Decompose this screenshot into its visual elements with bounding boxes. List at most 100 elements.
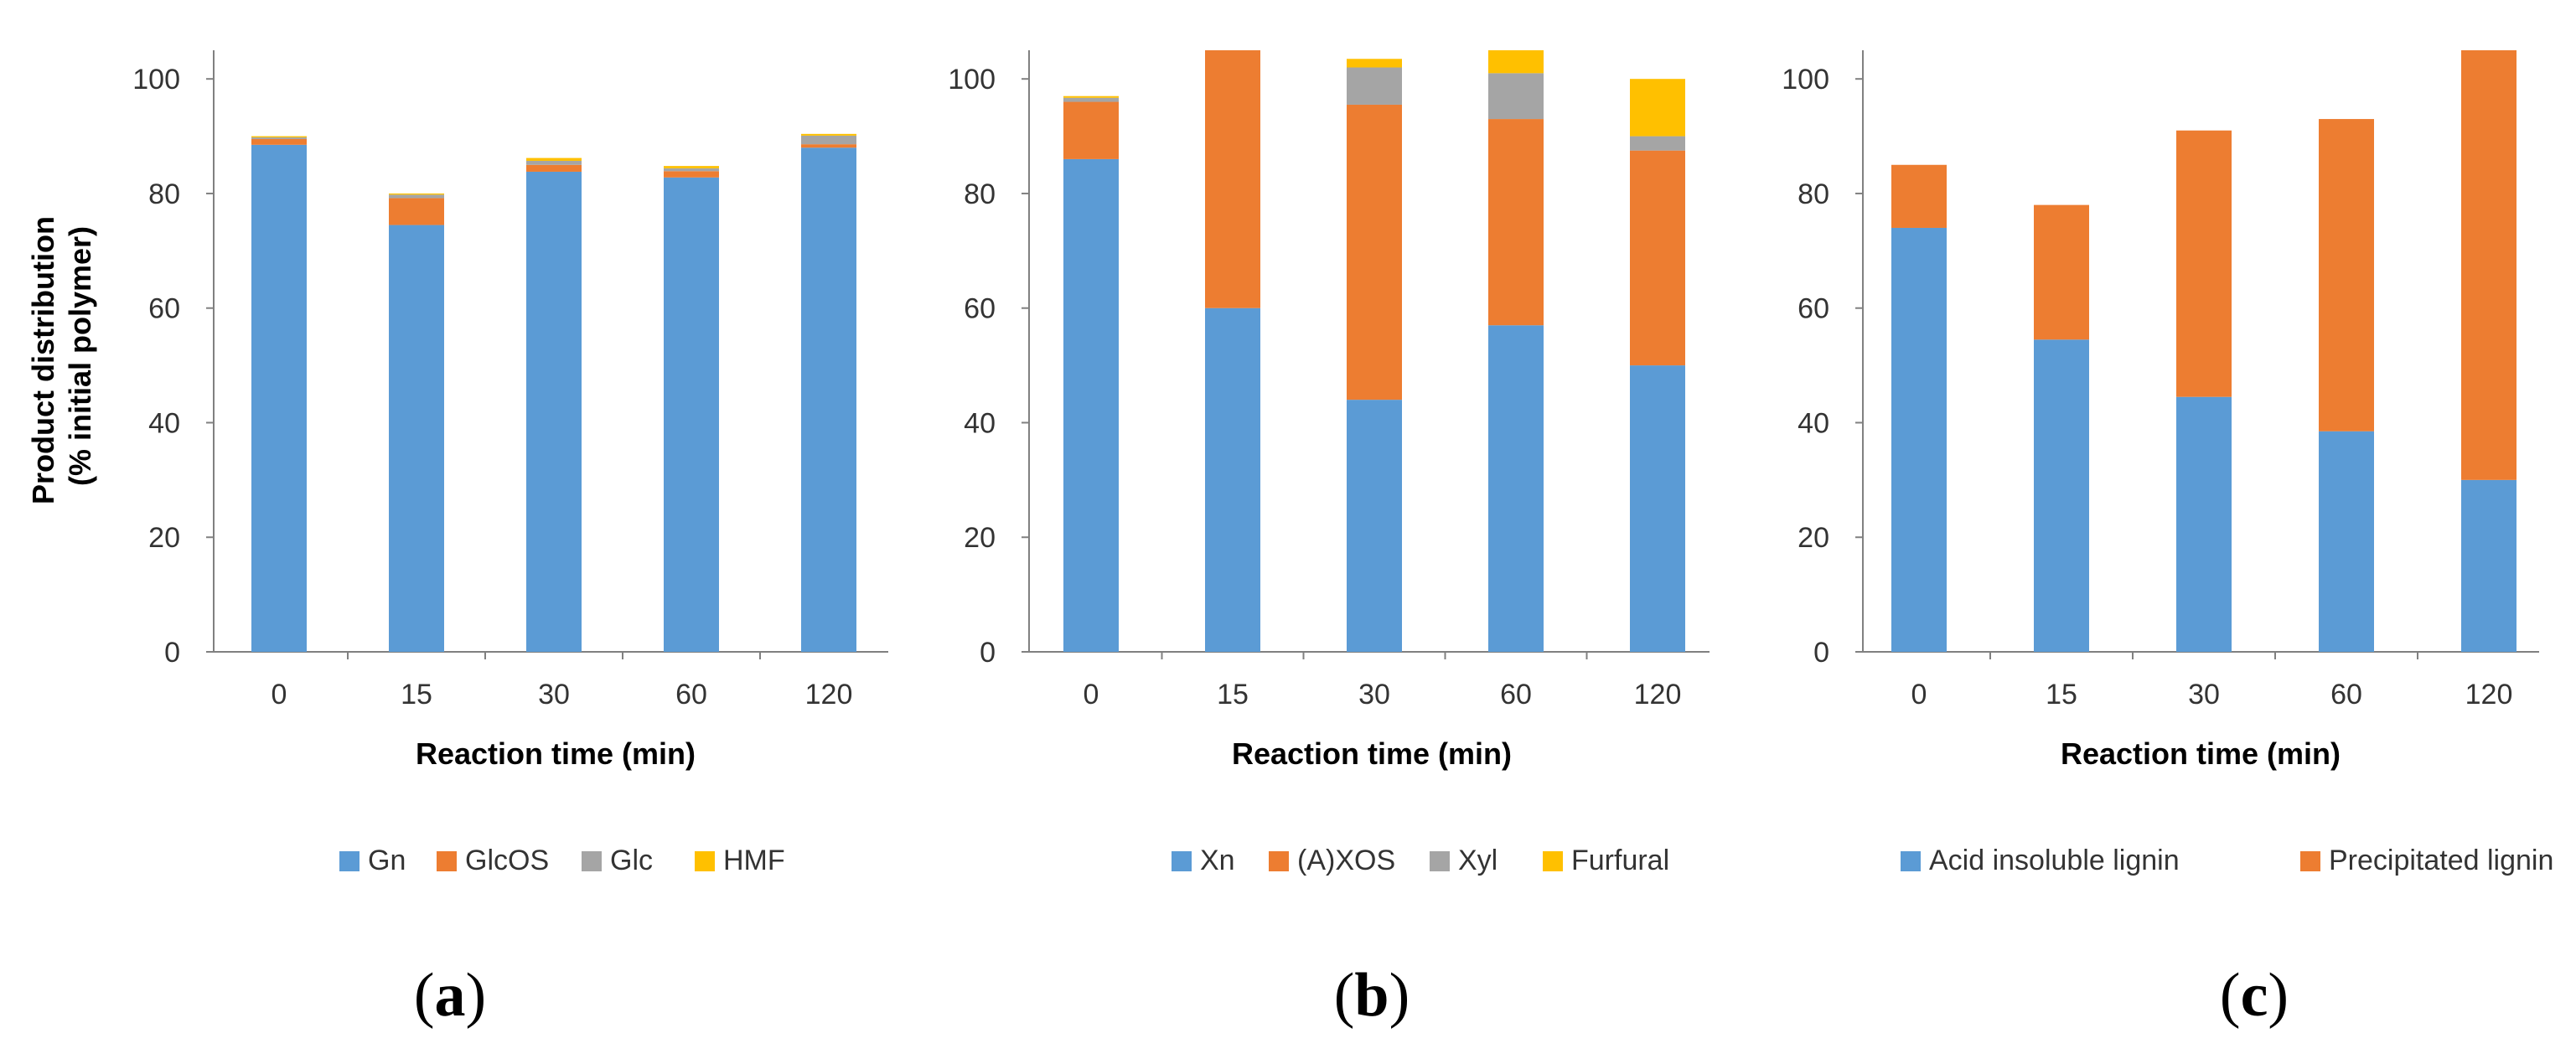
panel-c-xtick-label-120: 120	[2465, 679, 2513, 710]
panel-a-xtick-label-15: 15	[401, 679, 432, 710]
panel-b-bar-xyl-30	[1347, 67, 1402, 105]
panel-c-xtick-label-15: 15	[2046, 679, 2077, 710]
panel-a-bar-gn-30	[526, 171, 582, 652]
panel-b-bar-xn-0	[1063, 158, 1119, 652]
panel-b-bar-xyl-60	[1488, 73, 1544, 120]
panel-c-xtick-label-30: 30	[2188, 679, 2220, 710]
panel-a-bar-glcos-120	[801, 144, 856, 148]
panel-a-xtick-label-60: 60	[675, 679, 707, 710]
panel-b: 0 20 40 60 80 100 0 15 30 60 120 Reaction time (m…	[948, 50, 1710, 1030]
panel-c-ytick-label-100: 100	[1782, 64, 1829, 96]
panel-b-label-open-paren: (	[1334, 961, 1355, 1030]
panel-b-xtick-label-15: 15	[1217, 679, 1249, 710]
panel-b-bar--a-xos-60	[1488, 119, 1544, 326]
panel-a-label-letter: a	[435, 961, 466, 1030]
panel-a-xtick-label-0: 0	[272, 679, 287, 710]
panel-b-ytick-label-60: 60	[964, 293, 996, 325]
panel-a-xtick-label-30: 30	[538, 679, 570, 710]
panel-b-bar--a-xos-15	[1205, 50, 1260, 308]
panel-c-xtick-label-0: 0	[1911, 679, 1927, 710]
panel-b-bar--a-xos-30	[1347, 104, 1402, 400]
panel-a-yticks: 0 20 40 60 80 100	[132, 64, 214, 669]
panel-b-bar--a-xos-120	[1630, 150, 1685, 366]
panel-b-x-axis-title: Reaction time (min)	[1232, 736, 1512, 771]
panel-b-bar--a-xos-0	[1063, 101, 1119, 159]
panel-b-legend-swatch-xn	[1172, 851, 1192, 871]
panel-b-xtick-label-30: 30	[1358, 679, 1390, 710]
panel-a-legend-swatch-gn	[339, 851, 360, 871]
panel-c-ytick-label-40: 40	[1798, 407, 1829, 439]
panel-a-bar-glcos-60	[664, 171, 719, 178]
panel-c-xtick-label-60: 60	[2330, 679, 2362, 710]
panel-c-bar-acid-insoluble-lignin-0	[1891, 227, 1947, 652]
panel-a-legend-label-hmf: HMF	[723, 845, 785, 876]
y-axis-title: Product distribution (% initial polymer)	[26, 208, 97, 504]
panel-c-legend-label-acid-insoluble-lignin: Acid insoluble lignin	[1929, 845, 2180, 876]
panel-c-legend-swatch-acid-insoluble-lignin	[1901, 851, 1921, 871]
panel-b-yticks: 0 20 40 60 80 100	[948, 64, 1029, 669]
panel-a-ytick-label-40: 40	[148, 407, 180, 439]
panel-a-legend: Gn GlcOS Glc HMF	[339, 845, 785, 876]
panel-c-bar-precipitated-lignin-30	[2176, 130, 2232, 397]
panel-b-xtick-label-60: 60	[1500, 679, 1532, 710]
panel-b-ytick-label-0: 0	[980, 637, 996, 669]
panel-b-bar-xyl-0	[1063, 97, 1119, 102]
panel-a-bar-gn-120	[801, 147, 856, 652]
panel-b-bar-xn-30	[1347, 400, 1402, 652]
panel-a: 0 20 40 60 80 100 0 15 30 60 120 Reaction time (m…	[132, 50, 888, 1030]
panel-c-bar-acid-insoluble-lignin-30	[2176, 396, 2232, 652]
panel-a-legend-swatch-glc	[582, 851, 602, 871]
panel-c-ytick-label-0: 0	[1813, 637, 1829, 669]
panel-c-yticks: 0 20 40 60 80 100	[1782, 64, 1863, 669]
panel-a-bar-glc-120	[801, 135, 856, 145]
panel-b-bar-furfural-120	[1630, 79, 1685, 137]
panel-c-x-axis-title: Reaction time (min)	[2061, 736, 2341, 771]
panel-a-bar-glcos-15	[389, 198, 444, 225]
panel-b-label: (b)	[1334, 961, 1410, 1030]
panel-a-ytick-label-100: 100	[132, 64, 180, 96]
panel-b-legend-label-xn: Xn	[1200, 845, 1235, 876]
panel-a-bar-glc-60	[664, 168, 719, 172]
panel-c-label-letter: c	[2241, 961, 2268, 1030]
panel-b-bar-xyl-120	[1630, 136, 1685, 151]
panel-a-legend-label-glcos: GlcOS	[465, 845, 549, 876]
panel-b-bar-xn-120	[1630, 365, 1685, 652]
panel-c-label-open-paren: (	[2220, 961, 2241, 1030]
panel-a-bar-hmf-120	[801, 133, 856, 136]
panel-b-legend-swatch-xyl	[1430, 851, 1450, 871]
panel-b-label-close-paren: )	[1389, 961, 1410, 1030]
panel-c: 0 20 40 60 80 100 0 15 30 60 120 Reaction time (m…	[1782, 50, 2553, 1030]
panel-b-bar-furfural-0	[1063, 96, 1119, 98]
panel-a-ytick-label-0: 0	[164, 637, 180, 669]
panel-c-label: (c)	[2220, 961, 2289, 1030]
panel-b-bar-xn-60	[1488, 325, 1544, 652]
panel-c-legend: Acid insoluble lignin Precipitated lignin	[1901, 845, 2553, 876]
panel-c-bar-acid-insoluble-lignin-120	[2461, 479, 2517, 652]
panel-a-label: (a)	[414, 961, 486, 1030]
panel-c-bar-acid-insoluble-lignin-15	[2034, 339, 2089, 652]
y-axis-title-line-2: (% initial polymer)	[63, 226, 97, 486]
panel-a-x-axis-title: Reaction time (min)	[416, 736, 696, 771]
panel-b-label-letter: b	[1354, 961, 1389, 1030]
panel-a-legend-label-glc: Glc	[610, 845, 653, 876]
panel-b-ytick-label-100: 100	[948, 64, 996, 96]
panel-a-legend-label-gn: Gn	[368, 845, 406, 876]
panel-b-legend-swatch--a-xos	[1269, 851, 1289, 871]
panel-b-xticks: 0 15 30 60 120	[1084, 652, 1681, 710]
panel-c-label-close-paren: )	[2268, 961, 2289, 1030]
panel-b-ytick-label-40: 40	[964, 407, 996, 439]
panel-b-legend-label--a-xos: (A)XOS	[1297, 845, 1395, 876]
panel-c-legend-label-precipitated-lignin: Precipitated lignin	[2329, 845, 2553, 876]
panel-a-legend-swatch-hmf	[695, 851, 715, 871]
panel-c-bar-precipitated-lignin-0	[1891, 164, 1947, 228]
panel-b-bar-xn-15	[1205, 307, 1260, 652]
panel-a-bar-glcos-30	[526, 164, 582, 172]
panel-a-bar-glc-0	[251, 137, 307, 139]
panel-c-bar-acid-insoluble-lignin-60	[2319, 431, 2374, 652]
panel-c-bars	[1891, 50, 2517, 652]
panel-b-xtick-label-0: 0	[1084, 679, 1099, 710]
panel-a-bar-hmf-30	[526, 158, 582, 161]
panel-c-ytick-label-20: 20	[1798, 522, 1829, 554]
panel-c-bar-precipitated-lignin-120	[2461, 50, 2517, 480]
panel-a-xtick-label-120: 120	[805, 679, 853, 710]
